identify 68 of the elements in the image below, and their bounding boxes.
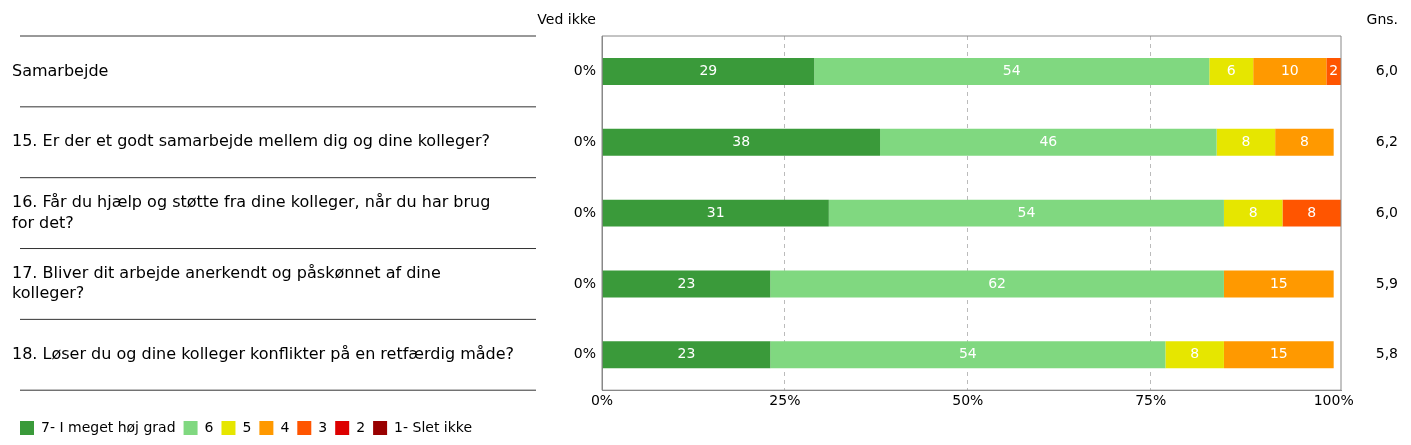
bar bbox=[602, 341, 771, 369]
x-tick-label: 50% bbox=[952, 392, 984, 409]
text: 6,0 bbox=[1375, 203, 1398, 220]
bar bbox=[1223, 270, 1334, 298]
data-label: 46 bbox=[1039, 132, 1058, 149]
text: 5,9 bbox=[1375, 274, 1398, 291]
data-label: 54 bbox=[958, 345, 977, 362]
text: Ved ikke bbox=[537, 10, 596, 27]
data-label: 29 bbox=[699, 62, 718, 79]
legend-label: 4 bbox=[280, 418, 290, 435]
text: 0% bbox=[573, 274, 596, 291]
y-tick-label: 17. Bliver dit arbejde anerkendt og påskønnet af dine kolleger? bbox=[12, 262, 441, 303]
bar bbox=[1253, 57, 1327, 85]
x-tick-label: 75% bbox=[1135, 392, 1167, 409]
x-tick-label: 100% bbox=[1313, 392, 1354, 409]
y-tick-label: 15. Er der et godt samarbejde mellem dig og dine kolleger? bbox=[12, 131, 490, 151]
legend-label: 7- I meget høj grad bbox=[41, 418, 176, 435]
data-label: 10 bbox=[1280, 62, 1299, 79]
text: 6,0 bbox=[1375, 62, 1398, 79]
bar bbox=[1282, 199, 1341, 227]
bar bbox=[1209, 57, 1254, 85]
legend-label: 2 bbox=[356, 418, 366, 435]
bar bbox=[770, 270, 1224, 298]
data-label: 8 bbox=[1299, 132, 1309, 149]
data-label: 8 bbox=[1307, 203, 1317, 220]
bar bbox=[602, 128, 881, 156]
legend-label: 3 bbox=[318, 418, 328, 435]
bar bbox=[880, 128, 1217, 156]
bar bbox=[1223, 341, 1334, 369]
data-label: 2 bbox=[1329, 62, 1339, 79]
data-label: 8 bbox=[1248, 203, 1258, 220]
bar bbox=[1275, 128, 1334, 156]
legend-label: 5 bbox=[242, 418, 252, 435]
data-label: 31 bbox=[706, 203, 725, 220]
text: 6,2 bbox=[1375, 132, 1398, 149]
data-label: 23 bbox=[677, 345, 696, 362]
y-tick-label: Samarbejde bbox=[12, 60, 109, 80]
bar bbox=[814, 57, 1210, 85]
bar bbox=[1223, 199, 1283, 227]
y-tick-label: 18. Løser du og dine kolleger konflikter på en retfærdig måde? bbox=[12, 343, 515, 363]
bar bbox=[602, 270, 771, 298]
legend-label: 6 bbox=[204, 418, 214, 435]
data-label: 23 bbox=[677, 274, 696, 291]
bar bbox=[770, 341, 1166, 369]
data-label: 54 bbox=[1017, 203, 1036, 220]
text: 0% bbox=[573, 345, 596, 362]
data-label: 38 bbox=[732, 132, 751, 149]
bar bbox=[1216, 128, 1276, 156]
data-label: 15 bbox=[1269, 274, 1288, 291]
y-tick-label: 16. Får du hjælp og støtte fra dine kolleger, når du har brug for det? bbox=[12, 191, 491, 232]
data-label: 62 bbox=[988, 274, 1007, 291]
bar bbox=[828, 199, 1224, 227]
text: 0% bbox=[573, 203, 596, 220]
legend-label: 1- Slet ikke bbox=[394, 418, 473, 435]
x-tick-label: 0% bbox=[590, 392, 614, 409]
text: 0% bbox=[573, 132, 596, 149]
data-label: 8 bbox=[1241, 132, 1251, 149]
text: 0% bbox=[573, 62, 596, 79]
data-label: 15 bbox=[1269, 345, 1288, 362]
bar bbox=[602, 57, 815, 85]
data-label: 54 bbox=[1002, 62, 1021, 79]
bar bbox=[602, 199, 829, 227]
data-label: 8 bbox=[1190, 345, 1200, 362]
text: Gns. bbox=[1366, 10, 1398, 27]
text: 5,8 bbox=[1375, 345, 1398, 362]
data-label: 6 bbox=[1226, 62, 1236, 79]
x-tick-label: 25% bbox=[769, 392, 801, 409]
bar bbox=[1165, 341, 1224, 369]
